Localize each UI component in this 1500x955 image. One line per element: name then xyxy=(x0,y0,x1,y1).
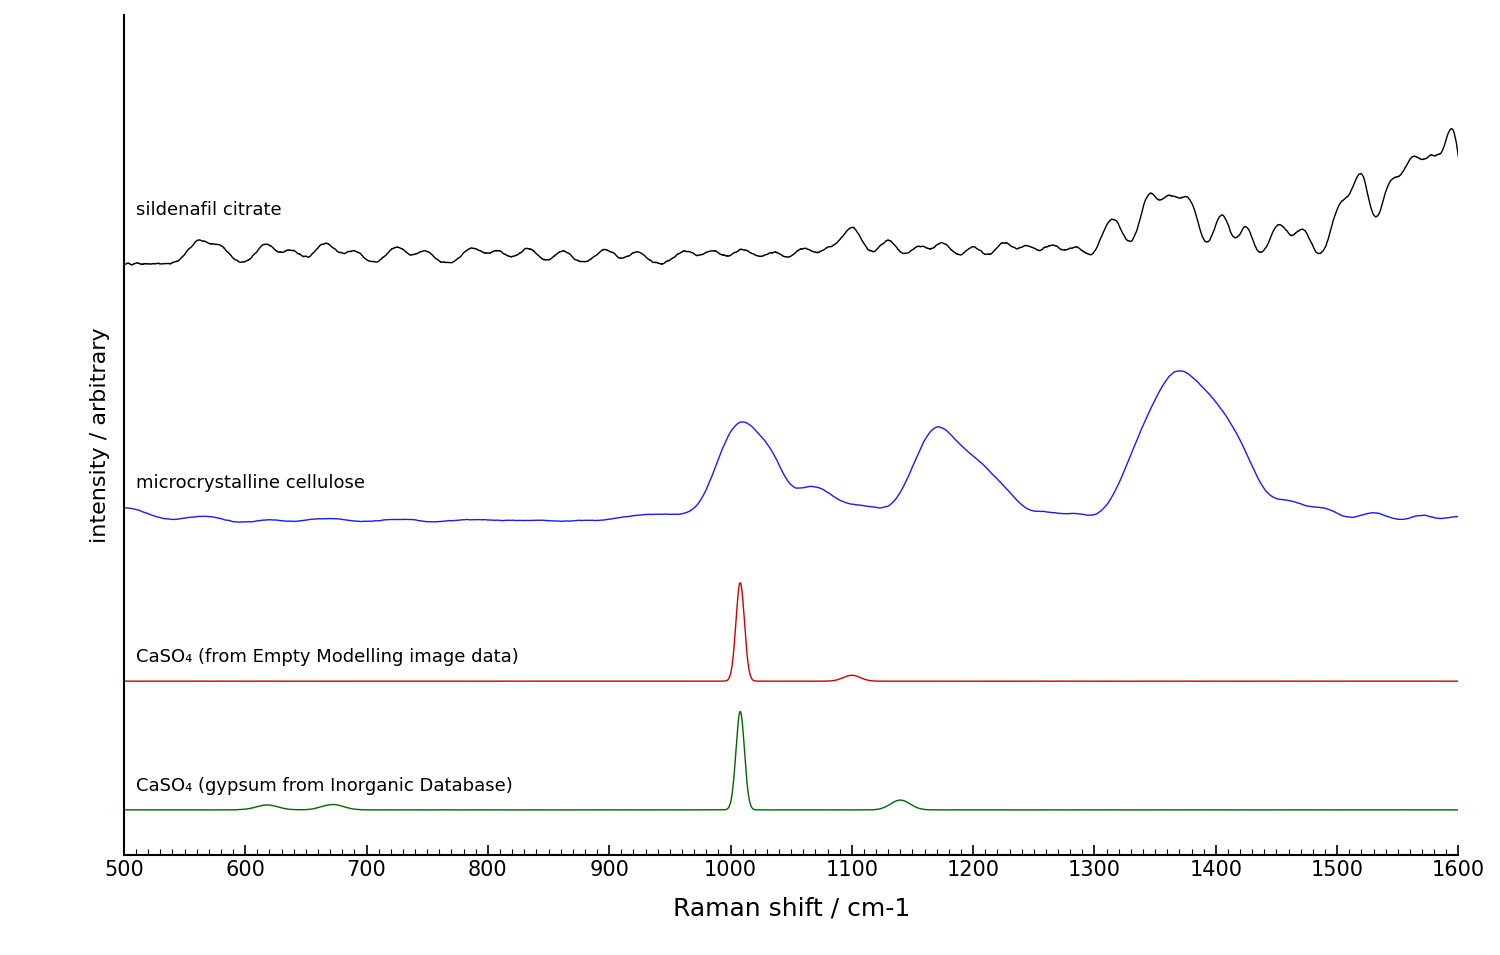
Text: microcrystalline cellulose: microcrystalline cellulose xyxy=(136,474,364,492)
X-axis label: Raman shift / cm-1: Raman shift / cm-1 xyxy=(672,897,910,921)
Y-axis label: intensity / arbitrary: intensity / arbitrary xyxy=(90,328,110,543)
Text: CaSO₄ (from Empty Modelling image data): CaSO₄ (from Empty Modelling image data) xyxy=(136,648,519,666)
Text: sildenafil citrate: sildenafil citrate xyxy=(136,202,282,220)
Text: CaSO₄ (gypsum from Inorganic Database): CaSO₄ (gypsum from Inorganic Database) xyxy=(136,776,513,795)
